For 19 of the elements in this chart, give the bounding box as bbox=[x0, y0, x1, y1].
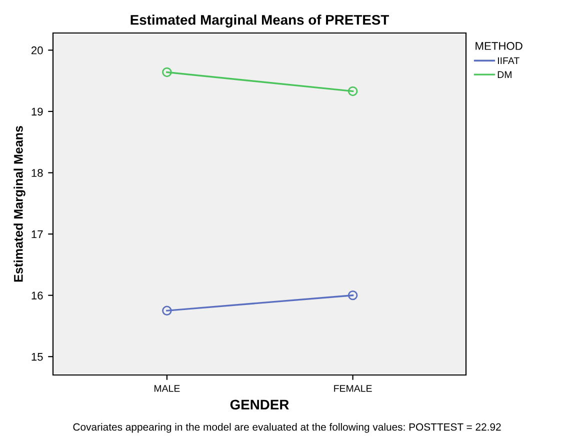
y-tick-label: 15 bbox=[32, 352, 43, 361]
chart-title: Estimated Marginal Means of PRETEST bbox=[130, 14, 390, 28]
point bbox=[348, 290, 358, 300]
y-axis-title: Estimated Marginal Means bbox=[14, 126, 26, 282]
legend-label: DM bbox=[498, 71, 512, 78]
y-tick-label: 19 bbox=[32, 108, 43, 116]
legend-title: METHOD bbox=[476, 42, 522, 50]
point bbox=[348, 86, 358, 96]
text: Covariates appearing in the model are evaluated at the following values: POSTTEST = 22.92 bbox=[73, 423, 501, 433]
point bbox=[162, 306, 172, 316]
point bbox=[162, 67, 172, 78]
y-tick-label: 16 bbox=[32, 292, 43, 300]
y-tick-label: 18 bbox=[32, 169, 43, 177]
y-tick-label: 20 bbox=[31, 46, 43, 54]
x-tick-label: MALE bbox=[154, 385, 180, 392]
y-tick-label: 17 bbox=[32, 230, 43, 238]
legend-label: IIFAT bbox=[498, 57, 520, 64]
x-axis-title: GENDER bbox=[230, 400, 289, 410]
x-tick-label: FEMALE bbox=[334, 385, 372, 392]
